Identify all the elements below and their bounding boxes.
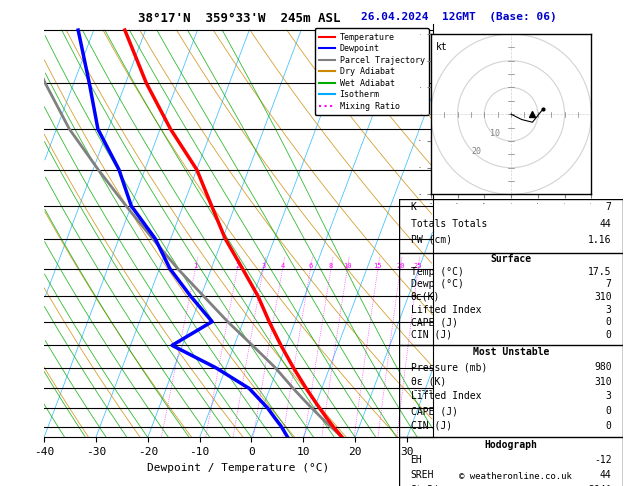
Text: 1: 1 xyxy=(193,263,198,269)
Text: 2: 2 xyxy=(235,263,240,269)
Text: 980: 980 xyxy=(594,362,611,372)
Text: K: K xyxy=(411,202,416,212)
Text: 3: 3 xyxy=(261,263,265,269)
Legend: Temperature, Dewpoint, Parcel Trajectory, Dry Adiabat, Wet Adiabat, Isotherm, Mi: Temperature, Dewpoint, Parcel Trajectory… xyxy=(314,29,429,115)
Text: 3: 3 xyxy=(606,391,611,401)
Text: 0: 0 xyxy=(606,421,611,431)
Text: 26.04.2024  12GMT  (Base: 06): 26.04.2024 12GMT (Base: 06) xyxy=(361,12,557,22)
Text: kt: kt xyxy=(437,42,448,52)
Text: Lifted Index: Lifted Index xyxy=(411,305,481,314)
Text: Hodograph: Hodograph xyxy=(484,440,538,450)
Text: 44: 44 xyxy=(600,470,611,480)
Text: 25: 25 xyxy=(414,263,422,269)
Text: 6: 6 xyxy=(308,263,313,269)
Text: Dewp (°C): Dewp (°C) xyxy=(411,279,464,289)
Text: 20: 20 xyxy=(471,147,481,156)
Text: θε(K): θε(K) xyxy=(411,292,440,302)
Text: -12: -12 xyxy=(594,455,611,465)
Text: 0: 0 xyxy=(606,330,611,340)
Text: CAPE (J): CAPE (J) xyxy=(411,406,457,416)
Text: Temp (°C): Temp (°C) xyxy=(411,267,464,277)
Text: PW (cm): PW (cm) xyxy=(411,235,452,245)
Text: 10: 10 xyxy=(343,263,352,269)
Text: Lifted Index: Lifted Index xyxy=(411,391,481,401)
Text: © weatheronline.co.uk: © weatheronline.co.uk xyxy=(459,472,572,481)
Text: 0: 0 xyxy=(606,406,611,416)
Text: Most Unstable: Most Unstable xyxy=(473,347,549,357)
Text: 8: 8 xyxy=(329,263,333,269)
Text: CIN (J): CIN (J) xyxy=(411,330,452,340)
Text: 7: 7 xyxy=(606,279,611,289)
Text: 310: 310 xyxy=(594,377,611,387)
Text: CIN (J): CIN (J) xyxy=(411,421,452,431)
X-axis label: Dewpoint / Temperature (°C): Dewpoint / Temperature (°C) xyxy=(147,463,330,473)
Text: Surface: Surface xyxy=(491,254,532,264)
Text: θε (K): θε (K) xyxy=(411,377,446,387)
Text: 20: 20 xyxy=(396,263,404,269)
Text: 3: 3 xyxy=(606,305,611,314)
Text: 310: 310 xyxy=(594,292,611,302)
Text: 15: 15 xyxy=(374,263,382,269)
Text: 0: 0 xyxy=(606,317,611,327)
Text: EH: EH xyxy=(411,455,422,465)
Text: 10: 10 xyxy=(490,129,499,138)
Text: 38°17'N  359°33'W  245m ASL: 38°17'N 359°33'W 245m ASL xyxy=(138,12,340,25)
Text: Pressure (mb): Pressure (mb) xyxy=(411,362,487,372)
Text: CAPE (J): CAPE (J) xyxy=(411,317,457,327)
Text: 17.5: 17.5 xyxy=(588,267,611,277)
Text: 7: 7 xyxy=(606,202,611,212)
Text: 4: 4 xyxy=(281,263,285,269)
Text: SREH: SREH xyxy=(411,470,434,480)
Text: 1.16: 1.16 xyxy=(588,235,611,245)
Text: Totals Totals: Totals Totals xyxy=(411,219,487,228)
Text: 44: 44 xyxy=(600,219,611,228)
